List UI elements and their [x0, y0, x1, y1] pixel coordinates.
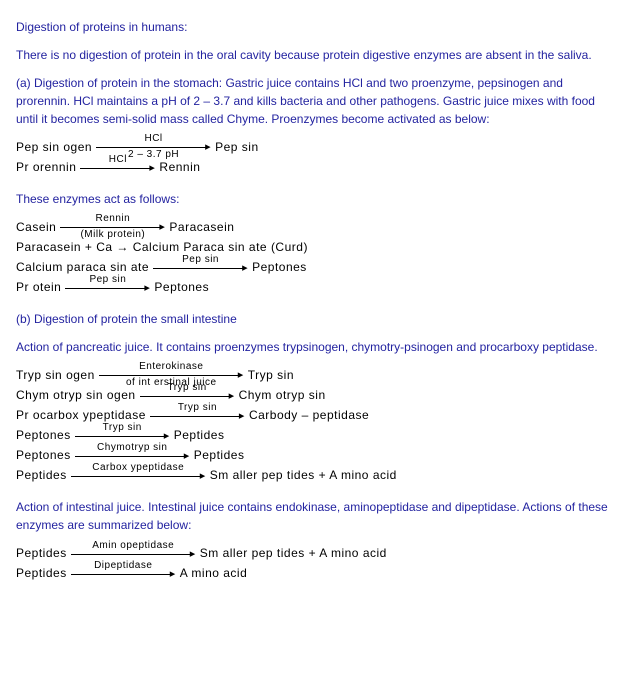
reaction-row: Peptides Carbox ypeptidase ▸ Sm aller pep t… [16, 466, 610, 484]
reaction-lhs: Tryp sin ogen [16, 366, 95, 384]
reaction-lhs: Chym otryp sin ogen [16, 386, 136, 404]
section-b-intro: Action of pancreatic juice. It contains … [16, 338, 610, 356]
reaction-lhs: Calcium paraca sin ate [16, 258, 149, 276]
reaction-row: Pep sin ogenHCl▸2 – 3.7 pHPep sin [16, 138, 610, 156]
arrow-label-top: Amin opeptidase [92, 541, 174, 551]
reaction-rhs: Chym otryp sin [239, 386, 326, 404]
arrow-head-icon: ▸ [239, 413, 245, 419]
reaction-arrow: Pep sin ▸ [153, 255, 248, 271]
arrow-label-top: Tryp sin [103, 423, 142, 433]
reaction-lhs: Paracasein + Ca → Calcium Paraca sin ate… [16, 238, 308, 256]
arrow-label-top: Dipeptidase [94, 561, 152, 571]
arrow-head-icon: ▸ [238, 372, 244, 378]
arrow-head-icon: ▸ [190, 551, 196, 557]
arrow-head-icon: ▸ [200, 473, 206, 479]
reaction-rhs: Sm aller pep tides + A mino acid [200, 544, 387, 562]
arrow-label-top: Tryp sin [178, 403, 217, 413]
reaction-rhs: A mino acid [180, 564, 248, 582]
reaction-row: Paracasein + Ca → Calcium Paraca sin ate… [16, 238, 610, 256]
reaction-rhs: Paracasein [169, 218, 234, 236]
arrow-label-top: HCl [144, 134, 162, 144]
reaction-lhs: Peptides [16, 564, 67, 582]
arrow-label-top: Rennin [96, 214, 131, 224]
reaction-arrow: Tryp sin ▸ [140, 383, 235, 399]
reaction-rhs: Pep sin [215, 138, 259, 156]
reaction-rhs: Sm aller pep tides + A mino acid [210, 466, 397, 484]
reaction-lhs: Pep sin ogen [16, 138, 92, 156]
section-b-intestinal: Action of intestinal juice. Intestinal j… [16, 498, 610, 534]
reaction-rhs: Peptones [154, 278, 209, 296]
reaction-row: CaseinRennin▸(Milk protein)Paracasein [16, 218, 610, 236]
reaction-arrow: Pep sin ▸ [65, 275, 150, 291]
reaction-lhs: Casein [16, 218, 56, 236]
reaction-arrow: Chymotryp sin ▸ [75, 443, 190, 459]
reaction-lhs: Pr otein [16, 278, 61, 296]
reaction-arrow: Amin opeptidase ▸ [71, 541, 196, 557]
reaction-arrow: Tryp sin ▸ [150, 403, 245, 419]
reaction-row: Tryp sin ogenEnterokinase▸of int erstina… [16, 366, 610, 384]
arrow-label-top: Pep sin [182, 255, 219, 265]
arrow-head-icon: ▸ [170, 571, 176, 577]
reaction-arrow: Rennin▸(Milk protein) [60, 214, 165, 240]
reaction-row: Chym otryp sin ogen Tryp sin ▸ Chym otryp s… [16, 386, 610, 404]
intro-paragraph: There is no digestion of protein in the … [16, 46, 610, 64]
reaction-rhs: Peptides [194, 446, 245, 464]
arrow-label-top: Enterokinase [139, 362, 203, 372]
reaction-lhs: Peptides [16, 466, 67, 484]
arrow-label-top: HCl [109, 155, 127, 165]
reaction-arrow: Tryp sin ▸ [75, 423, 170, 439]
arrow-label-top: Pep sin [89, 275, 126, 285]
reaction-row: Pr orennin HCl ▸ Rennin [16, 158, 610, 176]
arrow-label-top: Carbox ypeptidase [92, 463, 184, 473]
arrow-head-icon: ▸ [164, 433, 170, 439]
reactions-activation: Pep sin ogenHCl▸2 – 3.7 pHPep sin Pr oren… [16, 138, 610, 176]
arrow-label-top: Chymotryp sin [97, 443, 167, 453]
reaction-arrow: Carbox ypeptidase ▸ [71, 463, 206, 479]
reaction-arrow: Dipeptidase ▸ [71, 561, 176, 577]
reaction-row: Peptides Dipeptidase ▸ A mino acid [16, 564, 610, 582]
bridge-a: These enzymes act as follows: [16, 190, 610, 208]
section-b-heading: (b) Digestion of protein the small intes… [16, 310, 610, 328]
reaction-arrow: HCl ▸ [80, 155, 155, 171]
reaction-lhs: Pr orennin [16, 158, 76, 176]
title: Digestion of proteins in humans: [16, 18, 610, 36]
arrow-head-icon: ▸ [159, 224, 165, 230]
reactions-pancreatic: Tryp sin ogenEnterokinase▸of int erstina… [16, 366, 610, 484]
arrow-head-icon: ▸ [205, 144, 211, 150]
reaction-rhs: Rennin [159, 158, 200, 176]
reaction-rhs: Carbody – peptidase [249, 406, 369, 424]
reaction-lhs: Peptides [16, 544, 67, 562]
arrow-head-icon: ▸ [144, 285, 150, 291]
reaction-row: Pr otein Pep sin ▸ Peptones [16, 278, 610, 296]
reaction-lhs: Peptones [16, 446, 71, 464]
reaction-rhs: Tryp sin [248, 366, 294, 384]
reaction-rhs: Peptones [252, 258, 307, 276]
arrow-label-top: Tryp sin [167, 383, 206, 393]
reaction-lhs: Peptones [16, 426, 71, 444]
arrow-head-icon: ▸ [229, 393, 235, 399]
arrow-head-icon: ▸ [149, 165, 155, 171]
arrow-head-icon: ▸ [184, 453, 190, 459]
section-a-paragraph: (a) Digestion of protein in the stomach:… [16, 74, 610, 128]
reactions-intestinal: Peptides Amin opeptidase ▸ Sm aller pep tid… [16, 544, 610, 582]
reactions-stomach-action: CaseinRennin▸(Milk protein)ParacaseinPar… [16, 218, 610, 296]
reaction-rhs: Peptides [174, 426, 225, 444]
arrow-head-icon: ▸ [242, 265, 248, 271]
